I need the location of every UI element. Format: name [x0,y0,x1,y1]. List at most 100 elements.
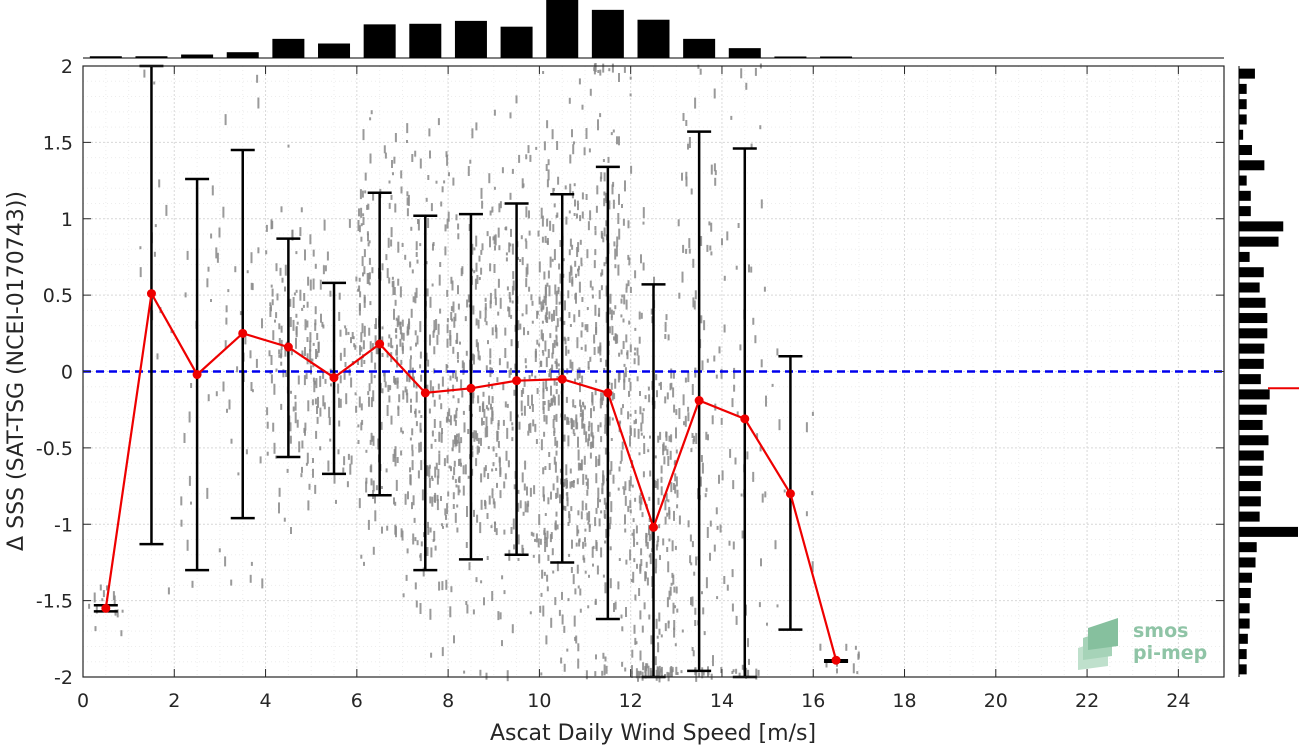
scatter-point [495,528,498,536]
scatter-point [511,422,514,426]
side-histogram-bar [1239,618,1250,629]
scatter-point [261,578,264,589]
scatter-point [599,358,602,363]
scatter-point [289,317,292,327]
scatter-point [559,317,562,322]
scatter-point [682,113,685,121]
scatter-point [559,240,562,247]
scatter-point [315,430,318,439]
scatter-point [698,672,701,678]
scatter-point [613,241,616,247]
scatter-point [484,307,487,319]
scatter-point [460,462,462,467]
scatter-point [573,433,576,436]
scatter-point [106,585,108,591]
scatter-point [552,188,555,191]
scatter-point [485,405,488,410]
scatter-point [544,466,547,470]
scatter-point [475,318,478,326]
scatter-point [852,663,855,674]
scatter-point [482,391,485,397]
scatter-point [624,180,626,192]
scatter-point [383,370,386,377]
scatter-point [211,185,214,196]
mean-point [466,383,476,393]
scatter-point [625,559,628,565]
top-histogram-bar [500,26,533,58]
scatter-point [116,609,119,618]
scatter-point [431,283,434,287]
scatter-point [293,292,296,296]
scatter-point [546,574,549,582]
scatter-point [560,657,563,664]
scatter-point [702,607,705,615]
scatter-point [312,249,315,257]
scatter-point [642,471,645,478]
scatter-point [595,473,598,484]
scatter-point [445,364,448,373]
scatter-point [363,325,366,337]
scatter-point [471,353,474,361]
scatter-point [587,438,590,447]
scatter-point [545,415,548,425]
scatter-point [609,578,612,589]
scatter-point [550,491,552,500]
scatter-point [390,415,393,425]
scatter-point [635,418,637,424]
scatter-point [522,548,525,554]
scatter-point [415,391,418,403]
scatter-point [322,370,325,379]
scatter-point [624,495,627,506]
scatter-point [191,580,194,588]
scatter-point [611,325,614,335]
scatter-point [735,615,738,625]
scatter-point [588,148,591,153]
scatter-point [657,667,660,677]
scatter-point [630,579,633,582]
scatter-point [427,175,430,180]
scatter-point [422,567,425,577]
scatter-point [316,333,319,340]
scatter-point [592,435,595,439]
scatter-point [811,561,814,573]
scatter-point [480,187,483,199]
scatter-point [434,439,437,442]
scatter-point [450,312,453,320]
scatter-point [207,266,210,272]
scatter-point [222,206,225,218]
scatter-point [401,430,404,434]
scatter-point [616,236,619,247]
x-tick-label: 10 [527,690,551,712]
mean-point [694,396,704,406]
scatter-point [538,296,541,305]
scatter-point [629,509,632,514]
scatter-point [330,383,332,387]
scatter-point [511,426,514,431]
scatter-point [570,266,573,276]
scatter-point [723,275,726,281]
scatter-point [456,352,459,359]
scatter-point [516,341,519,349]
scatter-point [574,260,577,267]
scatter-point [454,479,457,484]
scatter-point [731,603,734,612]
scatter-point [339,375,342,384]
scatter-point [440,403,443,410]
scatter-point [180,519,183,527]
scatter-point [588,421,591,428]
scatter-point [620,349,623,355]
mean-point [831,655,841,665]
scatter-point [552,224,555,233]
scatter-point [592,437,595,449]
scatter-point [290,527,292,534]
scatter-point [538,343,541,347]
scatter-point [452,439,455,448]
scatter-point [388,180,391,184]
scatter-point [305,462,308,466]
scatter-point [643,435,645,439]
scatter-point [445,514,447,520]
scatter-point [583,423,586,435]
scatter-point [566,497,569,507]
scatter-point [650,308,653,315]
scatter-point [585,194,588,200]
